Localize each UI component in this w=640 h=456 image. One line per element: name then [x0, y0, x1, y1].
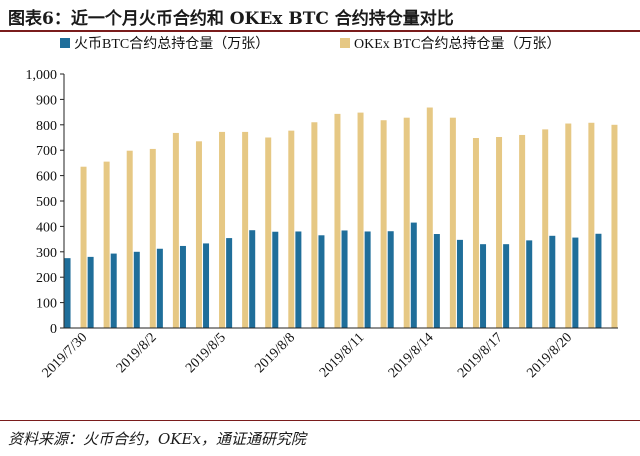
y-tick-label: 0 [50, 322, 57, 337]
bar-huobi [456, 239, 463, 328]
bar-huobi [410, 222, 417, 328]
bar-okex [426, 107, 433, 328]
legend-label-okex: OKEx BTC合约总持仓量（万张） [354, 36, 561, 52]
bar-huobi [133, 251, 140, 328]
bar-huobi [364, 231, 371, 328]
y-tick-label: 800 [36, 119, 57, 134]
x-tick-label: 2019/8/8 [252, 330, 298, 376]
bar-huobi [341, 230, 348, 328]
bar-okex [80, 166, 87, 328]
bar-okex [380, 120, 387, 328]
y-tick-label: 400 [36, 220, 57, 235]
bar-okex [265, 137, 272, 328]
bar-okex [519, 134, 526, 328]
bar-huobi [110, 253, 117, 328]
footer-divider [0, 420, 640, 421]
y-tick-label: 100 [36, 297, 57, 312]
bar-okex [472, 138, 479, 328]
bar-okex [611, 124, 618, 328]
bar-okex [288, 130, 295, 328]
bar-okex [334, 113, 341, 329]
bar-okex [172, 132, 179, 328]
bar-okex [195, 141, 202, 328]
bar-huobi [480, 244, 487, 328]
x-tick-label: 2019/8/14 [386, 330, 437, 381]
chart-title: 图表6：近一个月火币合约和 OKEx BTC 合约持仓量对比 [8, 9, 454, 29]
bar-okex [311, 122, 318, 328]
title-bar: 图表6：近一个月火币合约和 OKEx BTC 合约持仓量对比 [0, 0, 640, 32]
bar-huobi [272, 231, 279, 328]
bar-huobi [179, 245, 186, 328]
x-tick-label: 2019/8/20 [524, 330, 575, 381]
bar-okex [496, 136, 503, 328]
legend-swatch-huobi [60, 38, 70, 48]
x-tick-label: 2019/7/30 [40, 330, 91, 381]
bar-okex [149, 148, 156, 328]
bar-huobi [572, 237, 579, 328]
y-tick-label: 700 [36, 144, 57, 159]
y-tick-label: 200 [36, 271, 57, 286]
bar-huobi [249, 230, 256, 328]
x-tick-label: 2019/8/5 [183, 330, 229, 376]
bar-okex [588, 122, 595, 328]
bar-okex [449, 117, 456, 328]
bar-huobi [203, 243, 210, 328]
bar-huobi [595, 233, 602, 328]
bar-huobi [503, 244, 510, 328]
bar-huobi [295, 231, 302, 328]
legend-label-huobi: 火币BTC合约总持仓量（万张） [74, 36, 269, 52]
bar-okex [357, 112, 364, 328]
bar-huobi [433, 234, 440, 328]
x-tick-label: 2019/8/2 [114, 330, 160, 376]
y-tick-label: 900 [36, 93, 57, 108]
bar-huobi [549, 235, 556, 328]
bar-okex [565, 123, 572, 328]
y-tick-label: 300 [36, 246, 57, 261]
bar-okex [219, 131, 226, 328]
y-tick-label: 500 [36, 195, 57, 210]
legend-swatch-okex [340, 38, 350, 48]
bar-huobi [156, 248, 163, 328]
bar-okex [242, 131, 249, 328]
bar-huobi [64, 258, 71, 328]
bar-huobi [387, 231, 394, 328]
bar-okex [403, 117, 410, 328]
bar-huobi [526, 240, 533, 328]
source-note: 资料来源：火币合约，OKEx，通证通研究院 [8, 430, 306, 448]
bar-okex [103, 161, 110, 328]
y-tick-label: 1,000 [26, 68, 58, 83]
bar-okex [542, 129, 549, 328]
y-tick-label: 600 [36, 170, 57, 185]
bar-chart: 火币BTC合约总持仓量（万张） OKEx BTC合约总持仓量（万张） 0 100 200… [26, 36, 618, 381]
bar-huobi [226, 238, 233, 328]
bar-okex [126, 150, 133, 328]
bar-huobi [318, 235, 325, 328]
x-tick-label: 2019/8/11 [317, 330, 367, 380]
bar-huobi [87, 256, 94, 328]
x-tick-label: 2019/8/17 [455, 330, 506, 381]
